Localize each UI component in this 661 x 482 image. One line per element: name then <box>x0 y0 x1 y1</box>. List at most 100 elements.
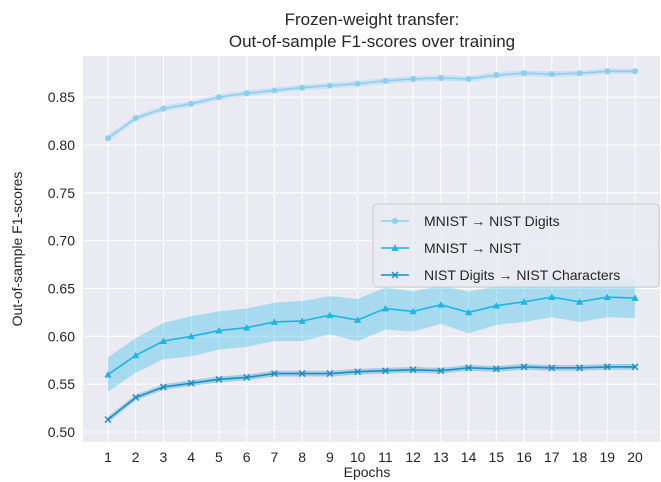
x-tick-labels: 1 2 3 4 5 6 7 8 9 10 11 12 13 14 15 16 17 18 19 20 <box>104 449 643 465</box>
data-point <box>104 370 112 378</box>
y-tick-label: 0.65 <box>48 280 75 296</box>
data-point <box>464 308 473 316</box>
data-point <box>493 72 500 79</box>
data-point <box>104 416 112 424</box>
legend-label: MNIST → NIST Digits <box>424 213 560 229</box>
data-point <box>132 351 140 359</box>
data-point <box>298 317 306 324</box>
data-point <box>409 307 417 315</box>
series-markers <box>104 68 639 424</box>
data-point <box>354 316 362 323</box>
data-point <box>326 311 334 319</box>
x-tick-label: 1 <box>104 449 112 465</box>
x-tick-label: 8 <box>298 449 306 465</box>
data-point <box>160 105 167 112</box>
data-point <box>548 293 556 300</box>
x-tick-label: 12 <box>405 449 421 465</box>
data-point <box>298 370 306 378</box>
series-line-1 <box>107 70 636 139</box>
data-point <box>410 75 417 82</box>
data-point <box>354 368 362 376</box>
x-axis-label: Epochs <box>344 464 391 480</box>
x-tick-label: 2 <box>132 449 140 465</box>
data-point <box>381 304 389 312</box>
legend: MNIST → NIST Digits MNIST → NIST NIST Digi… <box>372 203 660 288</box>
data-point <box>243 90 250 97</box>
data-point <box>187 379 195 387</box>
data-point <box>576 364 584 372</box>
y-tick-label: 0.80 <box>48 137 75 153</box>
data-point <box>187 332 195 340</box>
data-point <box>604 68 611 75</box>
data-point <box>132 394 140 402</box>
data-point <box>381 367 389 375</box>
x-tick-label: 10 <box>350 449 366 465</box>
x-tick-label: 16 <box>516 449 532 465</box>
data-point <box>548 364 556 372</box>
y-tick-label: 0.85 <box>48 89 75 105</box>
data-point <box>326 82 333 89</box>
data-point <box>492 302 500 309</box>
data-point <box>465 75 472 82</box>
data-point <box>520 298 528 305</box>
data-point <box>409 366 417 374</box>
data-point <box>215 326 223 334</box>
legend-marker <box>391 244 399 251</box>
data-point <box>520 363 528 371</box>
x-tick-label: 6 <box>243 449 251 465</box>
data-point <box>437 75 444 82</box>
chart-title-line-2: Out-of-sample F1-scores over training <box>229 32 515 51</box>
data-point <box>299 84 306 91</box>
data-point <box>159 337 168 344</box>
y-tick-label: 0.70 <box>48 233 75 249</box>
x-tick-label: 14 <box>461 449 477 465</box>
data-point <box>270 318 279 325</box>
y-tick-label: 0.60 <box>48 328 75 344</box>
data-point <box>382 77 389 84</box>
x-tick-label: 5 <box>215 449 223 465</box>
x-tick-label: 15 <box>489 449 505 465</box>
data-point <box>243 324 251 331</box>
legend-label: MNIST → NIST <box>424 240 521 256</box>
x-tick-label: 3 <box>160 449 168 465</box>
y-tick-label: 0.50 <box>48 424 75 440</box>
data-point <box>326 370 334 378</box>
x-tick-label: 4 <box>187 449 195 465</box>
x-tick-label: 13 <box>433 449 449 465</box>
confidence-band-2 <box>107 276 636 392</box>
data-point <box>159 383 167 391</box>
data-point <box>437 367 445 375</box>
data-point <box>465 364 473 372</box>
data-point <box>492 365 500 373</box>
y-tick-label: 0.55 <box>48 376 75 392</box>
y-axis-label: Out-of-sample F1-scores <box>9 172 25 327</box>
data-point <box>548 71 555 78</box>
data-point <box>575 298 584 305</box>
legend-label: NIST Digits → NIST Characters <box>424 267 620 283</box>
data-point <box>132 115 139 122</box>
legend-box <box>372 203 660 288</box>
legend-marker <box>391 271 399 279</box>
x-tick-label: 17 <box>544 449 560 465</box>
data-point <box>243 373 251 381</box>
data-point <box>188 100 195 107</box>
data-point <box>437 301 445 308</box>
data-point <box>631 294 639 301</box>
data-point <box>576 70 583 77</box>
x-tick-label: 20 <box>627 449 643 465</box>
x-tick-label: 11 <box>378 449 393 465</box>
y-tick-labels: 0.50 0.55 0.60 0.65 0.70 0.75 0.80 0.85 <box>48 89 75 440</box>
data-point <box>215 375 223 383</box>
data-point <box>270 370 278 378</box>
series-lines <box>107 70 636 421</box>
data-point <box>603 293 611 300</box>
legend-marker <box>392 218 398 224</box>
data-point <box>104 135 111 142</box>
data-point <box>354 80 361 87</box>
x-tick-label: 7 <box>271 449 279 465</box>
data-point <box>603 363 611 371</box>
x-tick-label: 18 <box>572 449 588 465</box>
data-point <box>521 70 528 77</box>
series-line-3 <box>107 366 636 421</box>
